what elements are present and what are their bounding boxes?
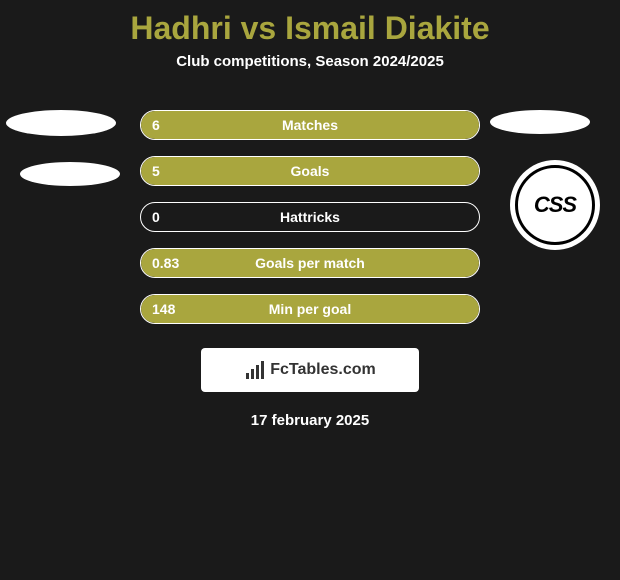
chart-icon bbox=[244, 359, 266, 381]
stat-row: 0.83Goals per match bbox=[0, 248, 620, 278]
stat-label: Matches bbox=[140, 110, 480, 140]
comparison-infographic: Hadhri vs Ismail Diakite Club competitio… bbox=[0, 10, 620, 580]
fctables-label: FcTables.com bbox=[270, 361, 376, 379]
stat-row: 148Min per goal bbox=[0, 294, 620, 324]
page-subtitle: Club competitions, Season 2024/2025 bbox=[0, 53, 620, 70]
stat-row: 0Hattricks bbox=[0, 202, 620, 232]
date-text: 17 february 2025 bbox=[0, 412, 620, 429]
stat-label: Min per goal bbox=[140, 294, 480, 324]
stat-row: 6Matches bbox=[0, 110, 620, 140]
stat-label: Hattricks bbox=[140, 202, 480, 232]
stat-row: 5Goals bbox=[0, 156, 620, 186]
stats-area: CSS 6Matches5Goals0Hattricks0.83Goals pe… bbox=[0, 110, 620, 324]
fctables-attribution[interactable]: FcTables.com bbox=[201, 348, 419, 392]
stat-label: Goals bbox=[140, 156, 480, 186]
stat-rows: 6Matches 5Goals 0Hattricks 0.83Goals per ma… bbox=[0, 110, 620, 324]
page-title: Hadhri vs Ismail Diakite bbox=[0, 10, 620, 47]
stat-label: Goals per match bbox=[140, 248, 480, 278]
